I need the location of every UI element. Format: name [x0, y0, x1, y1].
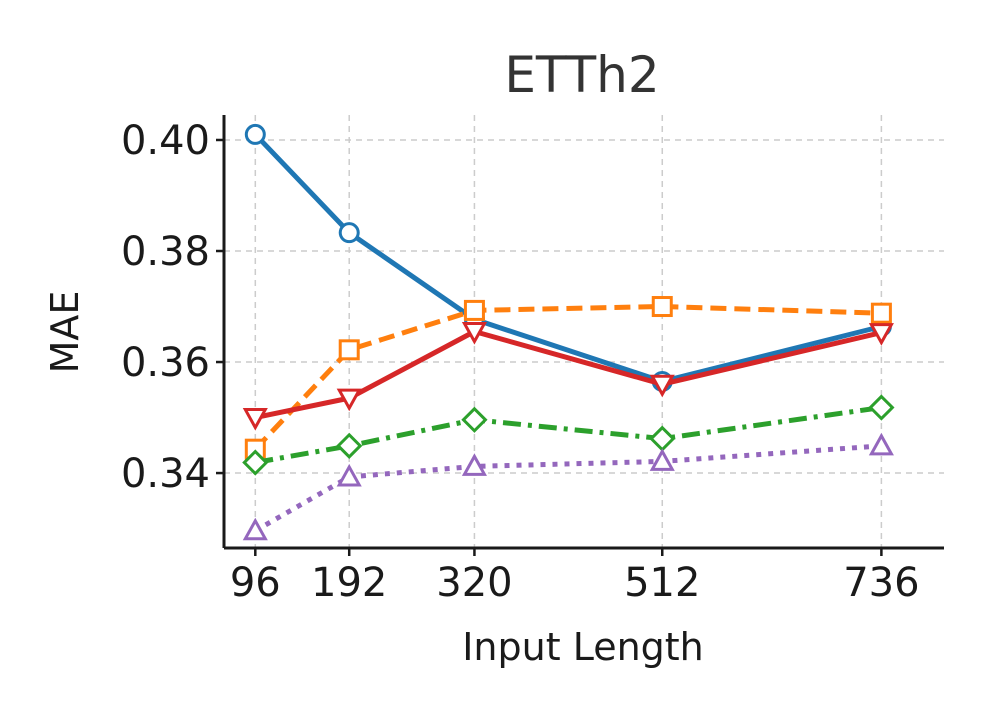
triangle-up-marker: [461, 453, 487, 476]
triangle-up-marker: [336, 463, 362, 487]
square-marker: [870, 302, 892, 324]
chart-title: ETTh2: [504, 46, 659, 104]
circle-marker: [338, 222, 360, 244]
diamond-marker: [336, 432, 363, 459]
y-tick-label: 0.40: [121, 118, 210, 164]
triangle-down-marker: [461, 322, 487, 345]
y-tick-label: 0.36: [121, 340, 210, 386]
diamond-marker: [461, 406, 488, 433]
square-marker: [338, 339, 360, 361]
y-axis-label: MAE: [43, 291, 87, 374]
triangle-down-marker: [649, 374, 675, 398]
y-tick-label: 0.34: [121, 451, 210, 497]
axes: 96 192 320 512 736 0.34 0.36 0.38 0.40: [121, 115, 944, 606]
circle-marker: [244, 123, 266, 145]
triangle-up-marker: [242, 517, 268, 541]
x-tick-label: 96: [230, 560, 281, 606]
triangle-up-marker: [868, 432, 894, 456]
x-tick-label: 736: [843, 560, 919, 606]
square-marker: [463, 299, 485, 321]
x-tick-label: 192: [311, 560, 387, 606]
grid: [224, 115, 944, 548]
x-axis-label: Input Length: [462, 625, 704, 669]
series-3: [242, 322, 894, 431]
triangle-down-marker: [336, 388, 362, 412]
triangle-up-marker: [649, 448, 675, 471]
y-tick-label: 0.38: [121, 229, 210, 275]
series-layer: [242, 123, 895, 541]
square-marker: [651, 296, 673, 318]
series-line: [254, 443, 882, 533]
series-2: [244, 296, 892, 460]
diamond-marker: [649, 425, 676, 452]
diamond-marker: [868, 394, 895, 421]
series-4: [242, 394, 895, 476]
diamond-marker: [242, 449, 269, 476]
x-tick-label: 320: [436, 560, 512, 606]
x-tick-label: 512: [624, 560, 700, 606]
triangle-down-marker: [242, 408, 268, 431]
series-5: [242, 432, 894, 541]
triangle-down-marker: [868, 323, 894, 346]
